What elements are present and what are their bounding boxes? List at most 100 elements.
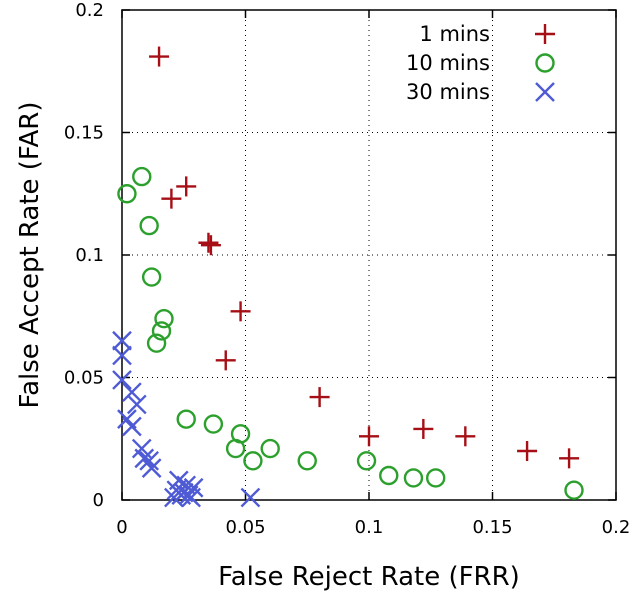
plus-point xyxy=(149,46,170,67)
plus-point xyxy=(455,426,476,447)
legend-marker-circle xyxy=(535,53,555,73)
plus-point xyxy=(176,176,197,197)
grid-layer xyxy=(122,10,616,500)
circle-stroke xyxy=(151,321,172,341)
x-point xyxy=(164,487,184,508)
x-stroke-b xyxy=(535,82,555,102)
plus-point xyxy=(200,235,221,256)
plus-point xyxy=(230,301,251,322)
x-point xyxy=(112,370,132,390)
x-stroke-b xyxy=(131,438,152,459)
circle-point xyxy=(356,451,377,471)
circle-stroke xyxy=(139,215,159,236)
circle-point xyxy=(117,184,137,204)
circle-stroke xyxy=(117,184,137,204)
legend-marker-x xyxy=(535,82,555,102)
circle-stroke xyxy=(564,480,584,500)
circle-stroke xyxy=(225,438,246,459)
x-point xyxy=(240,487,261,508)
circle-point xyxy=(425,468,446,488)
x-stroke-b xyxy=(171,485,192,505)
legend-marker-plus xyxy=(535,24,555,44)
x-point xyxy=(112,345,132,366)
circle-stroke xyxy=(203,414,224,434)
series-30-mins xyxy=(112,330,261,508)
plus-point xyxy=(517,441,538,461)
y-tick-label: 0.05 xyxy=(64,368,104,389)
ticks-layer: 0 0.05 0.1 0.15 0.2 0 0.05 0.1 0.15 0.2 xyxy=(64,0,630,538)
x-tick-label: 0 xyxy=(116,517,127,538)
circle-point xyxy=(132,166,152,187)
x-point xyxy=(122,416,142,437)
circle-stroke xyxy=(176,409,196,429)
plus-point xyxy=(215,350,236,371)
x-stroke-b xyxy=(181,487,202,508)
x-point xyxy=(139,450,160,471)
circle-point xyxy=(379,465,399,486)
circle-point xyxy=(141,267,162,287)
circle-stroke xyxy=(154,309,174,329)
x-point xyxy=(134,448,155,469)
circle-stroke xyxy=(243,451,263,471)
circle-point xyxy=(243,451,263,471)
x-tick-label: 0.05 xyxy=(225,517,265,538)
x-stroke-b xyxy=(122,416,142,437)
circle-stroke xyxy=(379,465,399,486)
legend-label: 30 mins xyxy=(406,80,490,104)
plus-point xyxy=(413,418,434,439)
x-stroke-b xyxy=(122,382,142,403)
x-stroke-b xyxy=(112,330,132,351)
x-stroke-b xyxy=(139,450,160,471)
x-tick-label: 0.1 xyxy=(355,517,384,538)
circle-point xyxy=(139,215,159,236)
circle-point xyxy=(297,451,317,471)
circle-stroke xyxy=(403,468,424,488)
x-point xyxy=(122,382,142,403)
circle-stroke xyxy=(425,468,446,488)
circle-point xyxy=(403,468,424,488)
x-point xyxy=(126,394,147,415)
points-layer xyxy=(112,46,584,508)
x-stroke-b xyxy=(112,345,132,366)
y-tick-label: 0.2 xyxy=(75,0,104,21)
circle-stroke xyxy=(356,451,377,471)
legend: 1 mins 10 mins 30 mins xyxy=(406,22,555,104)
x-tick-label: 0.2 xyxy=(602,517,631,538)
x-point xyxy=(112,330,132,351)
x-stroke-b xyxy=(134,448,155,469)
x-stroke-b xyxy=(164,487,184,508)
legend-label: 10 mins xyxy=(406,51,490,75)
plus-point xyxy=(161,188,182,209)
circle-point xyxy=(564,480,584,500)
x-stroke-b xyxy=(126,394,147,415)
plus-point xyxy=(198,232,219,253)
circle-stroke xyxy=(260,438,280,459)
x-stroke-b xyxy=(117,409,137,429)
y-tick-label: 0 xyxy=(93,490,104,511)
x-axis-label: False Reject Rate (FRR) xyxy=(218,562,520,592)
plus-point xyxy=(359,426,379,447)
x-stroke-b xyxy=(141,458,162,478)
circle-point xyxy=(203,414,224,434)
circle-point xyxy=(176,409,196,429)
y-tick-label: 0.15 xyxy=(64,123,104,144)
x-point xyxy=(181,487,202,508)
circle-point xyxy=(154,309,174,329)
legend-label: 1 mins xyxy=(419,22,490,46)
y-tick-label: 0.1 xyxy=(75,245,104,266)
y-axis-label: False Accept Rate (FAR) xyxy=(15,102,45,409)
circle-point xyxy=(146,333,167,353)
circle-stroke xyxy=(132,166,152,187)
x-stroke-b xyxy=(240,487,261,508)
plus-point xyxy=(559,448,580,469)
circle-stroke xyxy=(146,333,167,353)
plus-point xyxy=(309,387,330,408)
circle-stroke xyxy=(535,53,555,73)
x-stroke-b xyxy=(112,370,132,390)
circle-point xyxy=(151,321,172,341)
x-point xyxy=(141,458,162,478)
circle-stroke xyxy=(297,451,317,471)
circle-point xyxy=(260,438,280,459)
circle-stroke xyxy=(141,267,162,287)
